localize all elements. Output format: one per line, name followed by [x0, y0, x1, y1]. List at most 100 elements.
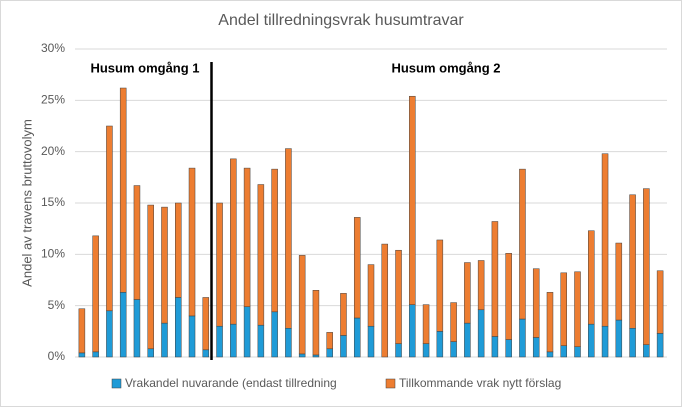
bar-segment	[326, 332, 333, 350]
bar-segment	[519, 168, 526, 320]
bar-segment	[161, 322, 168, 358]
bar-segment	[161, 206, 168, 324]
y-tick-label: 5%	[48, 298, 66, 312]
bar-segment	[188, 315, 196, 358]
bar-segment	[588, 230, 595, 325]
bar-segment	[450, 341, 457, 358]
bar-segment	[285, 328, 292, 358]
bar-segment	[257, 184, 265, 326]
bar-segment	[92, 351, 99, 358]
bar-segment	[230, 158, 237, 325]
bar-segment	[601, 153, 609, 327]
y-tick-label: 30%	[41, 41, 65, 55]
bar-segment	[78, 308, 86, 354]
bar-segment	[353, 217, 361, 319]
bar-segment	[395, 343, 402, 358]
bar-segment	[243, 306, 251, 358]
bar-segment	[202, 349, 210, 358]
bar-segment	[436, 331, 444, 358]
bar-segment	[601, 325, 609, 358]
bar-segment	[643, 188, 650, 345]
bar-segment	[106, 310, 113, 358]
bar-segment	[450, 302, 457, 342]
bar-segment	[574, 271, 581, 347]
annotation: Husum omgång 1	[90, 60, 199, 75]
bar-segment	[367, 325, 375, 358]
bar-segment	[147, 204, 154, 350]
bar-segment	[216, 202, 223, 327]
bar-segment	[422, 343, 430, 358]
bar-segment	[285, 148, 292, 329]
y-tick-label: 15%	[41, 195, 65, 209]
chart-title: Andel tillredningsvrak husumtravar	[218, 12, 464, 29]
bar-segment	[175, 202, 182, 298]
bar-segment	[505, 339, 512, 358]
bar-segment	[409, 95, 416, 305]
bar-segment	[464, 262, 471, 324]
bar-segment	[629, 194, 636, 329]
bar-segment	[560, 272, 567, 346]
bar-segment	[298, 353, 306, 358]
bar-segment	[532, 337, 540, 358]
bar-segment	[615, 319, 623, 358]
bar-segment	[656, 270, 664, 334]
bar-segment	[436, 239, 444, 332]
y-tick-label: 0%	[48, 349, 66, 363]
legend-swatch	[385, 378, 396, 389]
bar-segment	[643, 344, 650, 358]
bar-segment	[133, 299, 141, 358]
bar-segment	[477, 260, 485, 311]
bar-segment	[395, 249, 402, 344]
bar-segment	[243, 167, 251, 307]
y-tick-label: 10%	[41, 247, 65, 261]
bar-segment	[106, 125, 113, 312]
legend-label: Vrakandel nuvarande (endast tillredning	[125, 376, 337, 390]
bar-segment	[546, 292, 554, 353]
bar-segment	[588, 323, 595, 358]
bar-segment	[298, 255, 306, 355]
bar-segment	[257, 324, 265, 358]
bar-segment	[656, 333, 664, 358]
bar-segment	[353, 317, 361, 358]
annotation: Husum omgång 2	[391, 60, 500, 75]
bar-segment	[202, 297, 210, 351]
y-axis-label: Andel av travens bruttovolym	[19, 119, 34, 287]
legend-swatch	[111, 378, 122, 389]
bar-segment	[133, 185, 141, 300]
y-tick-label: 25%	[41, 93, 65, 107]
bar-segment	[92, 235, 99, 353]
bar-segment	[367, 264, 375, 327]
bar-segment	[560, 345, 567, 358]
bar-segment	[422, 304, 430, 344]
bar-segment	[491, 221, 499, 337]
bar-segment	[175, 297, 182, 358]
bar-segment	[188, 167, 196, 317]
bar-segment	[147, 348, 154, 358]
bar-segment	[491, 336, 499, 358]
bar-segment	[78, 352, 86, 358]
bar-segment	[519, 318, 526, 358]
bar-segment	[615, 242, 623, 321]
bar-segment	[119, 87, 127, 293]
bar-segment	[381, 243, 389, 358]
bar-segment	[340, 335, 347, 358]
bar-segment	[629, 328, 636, 358]
bar-segment	[505, 253, 512, 340]
bar-segment	[230, 323, 237, 358]
bar-segment	[119, 292, 127, 358]
legend-label: Tillkommande vrak nytt förslag	[399, 376, 561, 390]
bar-segment	[271, 168, 278, 313]
bar-segment	[409, 304, 416, 358]
y-tick-label: 20%	[41, 144, 65, 158]
bar-segment	[464, 322, 471, 358]
bar-segment	[312, 354, 320, 358]
bar-segment	[216, 325, 223, 358]
bar-segment	[574, 346, 581, 358]
bar-segment	[477, 309, 485, 358]
bar-segment	[326, 348, 333, 358]
bar-segment	[546, 351, 554, 358]
bar-segment	[532, 268, 540, 338]
bar-segment	[271, 311, 278, 358]
